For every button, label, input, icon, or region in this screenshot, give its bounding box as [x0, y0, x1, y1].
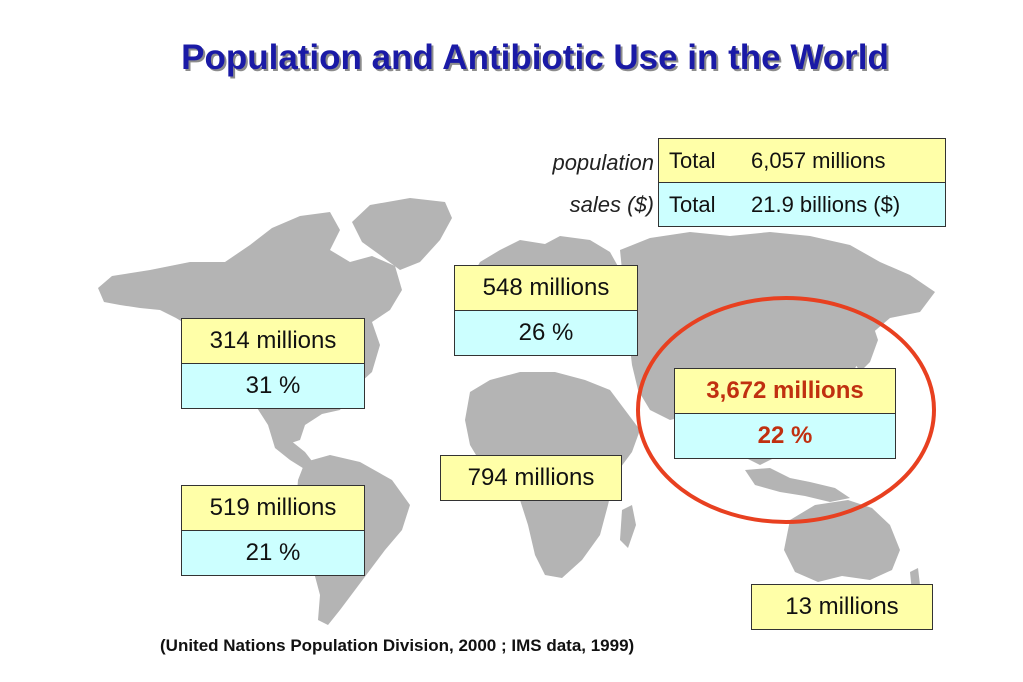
asia-share: 22 % — [675, 413, 895, 458]
latin-america-box: 519 millions 21 % — [181, 485, 365, 576]
sales-legend-label: sales ($) — [569, 192, 654, 217]
europe-box: 548 millions 26 % — [454, 265, 638, 356]
total-sales-label: Total — [669, 191, 716, 217]
greenland-landmass — [352, 198, 452, 270]
oceania-population: 13 millions — [752, 585, 932, 629]
asia-population: 3,672 millions — [675, 369, 895, 413]
total-sales-value: 21.9 billions ($) — [751, 191, 901, 217]
north-america-share: 31 % — [182, 363, 364, 408]
asia-highlight-ellipse — [636, 296, 936, 524]
japan-landmass — [852, 322, 878, 372]
europe-share: 26 % — [455, 310, 637, 355]
africa-population: 794 millions — [441, 456, 621, 500]
north-america-box: 314 millions 31 % — [181, 318, 365, 409]
world-totals-table: Total 6,057 millions Total 21.9 billions… — [658, 138, 946, 227]
page-title: Population and Antibiotic Use in the Wor… — [181, 38, 889, 77]
north-america-population: 314 millions — [182, 319, 364, 363]
latin-america-share: 21 % — [182, 530, 364, 575]
latin-america-population: 519 millions — [182, 486, 364, 530]
total-sales-row: Total 21.9 billions ($) — [659, 183, 945, 226]
total-population-row: Total 6,057 millions — [659, 139, 945, 183]
oceania-box: 13 millions — [751, 584, 933, 630]
total-population-value: 6,057 millions — [751, 147, 886, 173]
southeast-asia-islands — [745, 468, 850, 502]
source-citation: (United Nations Population Division, 200… — [160, 636, 635, 655]
asia-box: 3,672 millions 22 % — [674, 368, 896, 459]
europe-population: 548 millions — [455, 266, 637, 310]
madagascar-landmass — [620, 505, 636, 548]
africa-box: 794 millions — [440, 455, 622, 501]
central-america-landmass — [268, 425, 315, 470]
total-population-label: Total — [669, 147, 716, 173]
population-legend-label: population — [552, 150, 654, 175]
